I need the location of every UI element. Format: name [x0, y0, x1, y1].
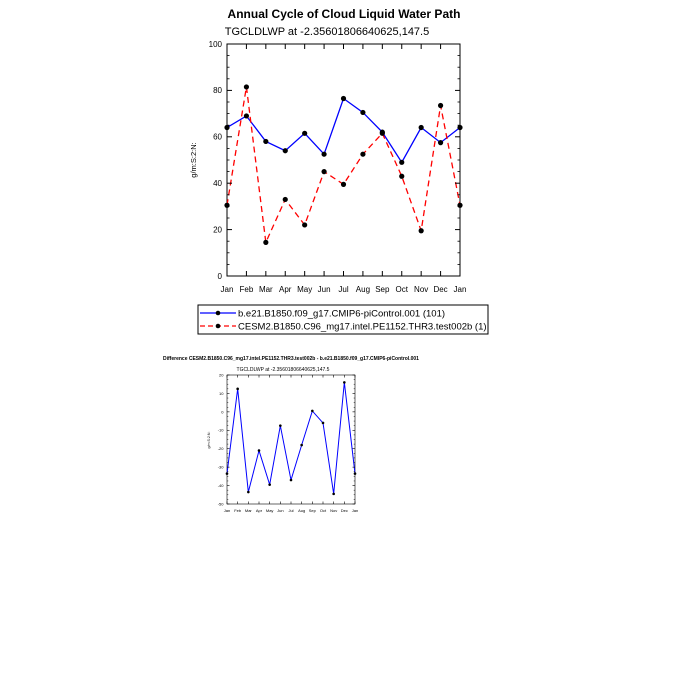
chart1-x-tick-label: Jun: [318, 285, 331, 294]
chart1-series-2-point: [224, 202, 230, 208]
chart2-series-line-1: [226, 382, 356, 494]
chart2-y-tick-label: 0: [221, 409, 224, 414]
chart1-title: Annual Cycle of Cloud Liquid Water Path: [228, 7, 461, 21]
chart1-y-tick-label: 0: [218, 272, 223, 281]
chart1-series-2-point: [379, 130, 385, 136]
chart2-series-1-point: [332, 492, 335, 496]
chart1-x-tick-label: Mar: [259, 285, 273, 294]
chart2-y-tick-label: -30: [218, 465, 225, 470]
chart1-legend-box: [197, 304, 489, 335]
chart1-series-2-point: [360, 151, 366, 157]
chart1-series-1-point: [399, 159, 405, 165]
chart1-x-tick-label: Aug: [356, 285, 370, 294]
chart2-x-tick-label: May: [266, 508, 274, 513]
chart1-series-2-point: [302, 222, 308, 228]
chart2-y-tick-label: -20: [218, 446, 225, 451]
chart2-subtitle: TGCLDLWP at -2.35601806640625,147.5: [237, 367, 330, 373]
chart1-x-tick-label: Dec: [433, 285, 447, 294]
chart2-y-tick-label: -50: [218, 501, 225, 506]
chart1-subtitle: TGCLDLWP at -2.35601806640625,147.5: [225, 26, 429, 38]
chart2-title: Difference CESM2.B1850.C96_mg17.intel.PE…: [163, 356, 419, 362]
chart2-x-tick-label: Jul: [288, 508, 293, 513]
chart1-series-2-point: [437, 102, 444, 109]
chart2-series-1-point: [353, 472, 357, 475]
legend-marker-2: [215, 323, 221, 329]
chart2-x-tick-label: Sep: [309, 508, 317, 513]
chart1-series-1-point: [418, 124, 424, 131]
chart2-series-1-point: [247, 490, 250, 494]
chart2-x-tick-label: Mar: [245, 508, 253, 513]
chart1-series-2-point: [243, 84, 250, 90]
chart2-y-tick-label: -40: [218, 483, 225, 488]
chart1-series-line-2: [226, 86, 461, 245]
chart2-y-tick-label: 10: [219, 391, 224, 396]
chart2-x-tick-label: Jan: [224, 508, 230, 513]
chart1-x-tick-label: Feb: [240, 285, 254, 294]
chart1-series-1-point: [321, 151, 327, 157]
chart1-series-2-point: [263, 239, 269, 245]
chart2-x-tick-label: Jan: [352, 508, 358, 513]
chart1-x-tick-label: Nov: [414, 285, 428, 294]
chart1-series-2-point: [399, 173, 405, 179]
chart1-series-2-point: [321, 169, 327, 175]
chart2-series-1-point: [343, 381, 346, 384]
chart1-y-tick-label: 20: [213, 225, 222, 234]
chart2-series-1-point: [300, 443, 303, 447]
chart2-x-tick-label: Feb: [234, 508, 242, 513]
chart1-y-tick-label: 100: [209, 40, 223, 49]
chart2-series-1-point: [321, 421, 325, 425]
chart1-x-tick-label: Sep: [375, 285, 390, 294]
chart2-y-tick-label: 20: [219, 372, 224, 377]
chart1-series-2-point: [340, 181, 347, 187]
chart1-y-tick-label: 60: [213, 133, 222, 142]
chart2-x-tick-label: Oct: [320, 508, 327, 513]
chart1-series-1-point: [437, 140, 444, 146]
chart1-series-2-point: [418, 228, 424, 234]
chart1-series-2-point: [282, 196, 288, 203]
chart1-x-tick-label: Jul: [338, 285, 348, 294]
chart1-series-1-point: [263, 138, 269, 145]
chart1-series-1-point: [457, 124, 463, 131]
chart1-x-tick-label: May: [297, 285, 312, 294]
chart1-x-tick-label: Jan: [221, 285, 234, 294]
chart2-series-1-point: [257, 449, 261, 452]
chart2-x-tick-label: Apr: [256, 508, 263, 513]
legend-label-2: CESM2.B1850.C96_mg17.intel.PE1152.THR3.t…: [238, 322, 487, 333]
chart1-series-1-point: [224, 124, 230, 131]
chart2-series-1-point: [311, 409, 314, 413]
chart2-y-axis-label: g/m:S:2:N:: [207, 432, 211, 449]
chart1-series-2-point: [457, 202, 463, 208]
chart1-series-1-point: [282, 148, 288, 154]
legend-marker-1: [215, 310, 221, 316]
chart1-x-tick-label: Jan: [454, 285, 467, 294]
chart1-series-1-point: [302, 130, 308, 136]
chart2-x-tick-label: Dec: [341, 508, 348, 513]
chart2-series-1-point: [289, 478, 293, 482]
chart2-y-tick-label: -10: [218, 428, 225, 433]
chart2-x-tick-label: Nov: [330, 508, 337, 513]
chart2-x-tick-label: Aug: [298, 508, 305, 513]
chart1-plot-frame: [226, 43, 461, 277]
chart2-plot-frame: [226, 374, 356, 505]
legend-label-1: b.e21.B1850.f09_g17.CMIP6-piControl.001 …: [238, 309, 445, 320]
chart1-series-1-point: [360, 109, 366, 116]
chart2-series-1-point: [225, 472, 229, 475]
chart2-series-1-point: [279, 424, 282, 427]
chart1-y-axis-label: g/m:S:2:N:: [189, 142, 198, 177]
chart1-y-tick-label: 40: [213, 179, 222, 188]
chart1-x-tick-label: Oct: [396, 285, 409, 294]
chart1-y-tick-label: 80: [213, 86, 222, 95]
chart1-series-1-point: [243, 113, 250, 119]
chart2-series-1-point: [236, 387, 239, 391]
chart1-x-tick-label: Apr: [279, 285, 292, 294]
chart1-series-line-1: [226, 97, 461, 164]
chart2-series-1-point: [268, 483, 271, 486]
chart1-series-1-point: [340, 95, 347, 102]
chart2-x-tick-label: Jun: [277, 508, 283, 513]
